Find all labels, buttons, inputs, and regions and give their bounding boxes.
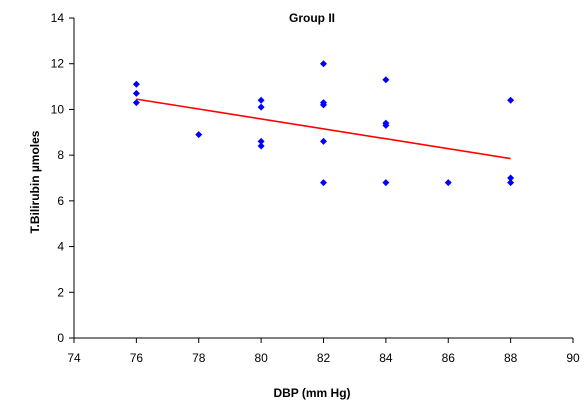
x-axis-label: DBP (mm Hg)	[273, 386, 350, 400]
data-point	[507, 96, 515, 104]
x-tick-label: 76	[130, 351, 144, 365]
y-tick-label: 10	[51, 102, 65, 116]
data-point	[132, 80, 140, 88]
x-tick-label: 82	[317, 351, 331, 365]
y-tick-label: 6	[57, 194, 64, 208]
y-tick-label: 0	[57, 331, 64, 345]
data-point	[507, 179, 515, 187]
data-point	[320, 179, 327, 187]
y-axis-label: T.Bilirubin µmoles	[28, 130, 42, 233]
data-point	[257, 137, 265, 145]
data-point	[320, 101, 327, 109]
y-tick-label: 4	[57, 240, 64, 254]
data-points	[132, 60, 515, 187]
data-point	[132, 99, 140, 107]
data-point	[382, 179, 390, 187]
y-tick-label: 14	[51, 11, 65, 25]
data-point	[320, 60, 327, 68]
y-tick-label: 8	[57, 148, 64, 162]
data-point	[507, 174, 515, 182]
y-tick-label: 12	[51, 57, 65, 71]
axes: 0 2 4 6 8 10 12 14 74 76 78 80 82 84 86 88 90	[51, 11, 580, 365]
y-tick-label: 2	[57, 285, 64, 299]
data-point	[444, 179, 452, 187]
data-point	[257, 142, 265, 150]
x-tick-label: 80	[254, 351, 268, 365]
x-tick-label: 84	[379, 351, 393, 365]
data-point	[320, 137, 327, 145]
chart-title: Group II	[289, 11, 335, 25]
x-tick-label: 88	[504, 351, 518, 365]
data-point	[257, 103, 265, 111]
x-tick-label: 86	[442, 351, 456, 365]
trendline	[136, 98, 511, 160]
trendline-layer	[136, 98, 511, 160]
data-point	[382, 121, 390, 129]
data-point	[132, 89, 140, 97]
x-tick-label: 90	[566, 351, 580, 365]
data-point	[195, 131, 203, 139]
x-tick-label: 74	[67, 351, 81, 365]
data-point	[257, 96, 265, 104]
data-point	[382, 76, 390, 84]
x-tick-label: 78	[192, 351, 206, 365]
